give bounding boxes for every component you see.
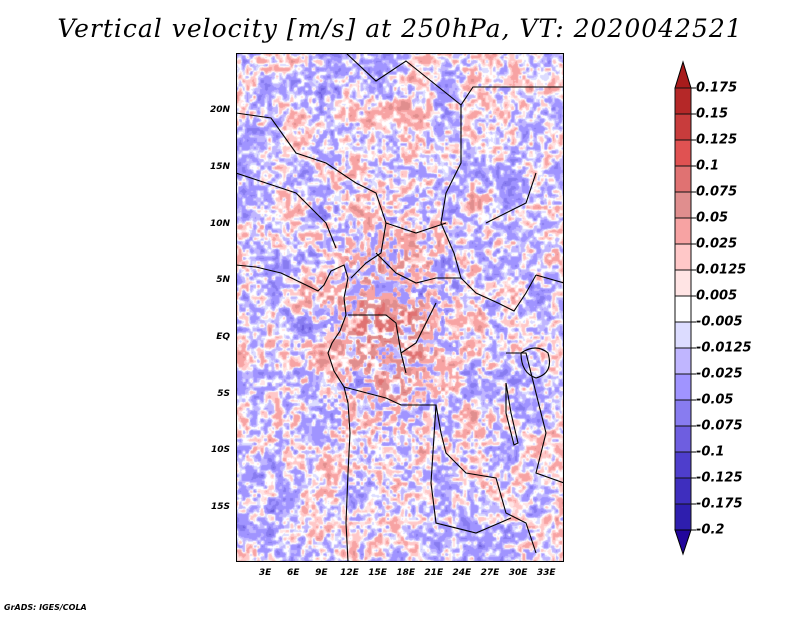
lake-victoria [520,347,551,379]
colorbar-label: 0.005 [696,288,738,304]
colorbar-label: -0.075 [696,418,743,434]
colorbar-label: -0.2 [696,522,725,538]
colorbar-label: -0.05 [696,392,734,408]
colorbar-label: 0.05 [696,210,729,226]
lat-tick-label: 5S [217,388,230,399]
colorbar-box [674,113,692,141]
colorbar-box [674,451,692,479]
grads-credit: GrADS: IGES/COLA [4,603,87,612]
colorbar-label: -0.1 [696,444,725,460]
lake-tanganyika [505,382,519,446]
colorbar-label: -0.125 [696,470,743,486]
colorbar-box [674,269,692,297]
lon-tick-label: 15E [368,568,387,578]
colorbar [674,60,696,556]
lon-tick-label: 3E [258,568,272,578]
colorbar-label: 0.125 [696,132,738,148]
colorbar-box [674,243,692,271]
colorbar-box [674,217,692,245]
colorbar-label: 0.15 [696,106,729,122]
colorbar-label: -0.025 [696,366,743,382]
lon-tick-label: 6E [287,568,300,578]
plot-title: Vertical velocity [m/s] at 250hPa, VT: 2… [57,14,743,43]
lon-tick-label: 33E [536,568,556,578]
lat-tick-label: 15S [210,502,230,513]
colorbar-box [674,503,692,531]
colorbar-label: 0.1 [696,158,720,174]
lon-tick-label: 12E [340,568,359,578]
lon-tick-label: 27E [480,568,500,578]
colorbar-box [674,399,692,427]
colorbar-box [674,373,692,401]
country-borders [236,53,564,562]
lat-tick-label: 5N [216,275,230,286]
colorbar-box [674,191,692,219]
coastline [236,264,351,562]
lon-tick-label: 21E [424,568,444,578]
lon-tick-label: 18E [396,568,415,578]
colorbar-box [674,165,692,193]
colorbar-bottom-arrow [674,529,692,556]
map-frame [236,53,564,562]
lat-tick-label: EQ [216,332,230,342]
lon-tick-label: 24E [452,568,472,578]
colorbar-box [674,321,692,349]
colorbar-top-arrow [674,60,692,89]
border-lines [236,53,564,554]
colorbar-label: -0.005 [696,314,743,330]
vertical-velocity-field [236,53,564,562]
lat-tick-label: 10S [210,445,230,456]
colorbar-box [674,477,692,505]
colorbar-label: 0.025 [696,236,738,252]
colorbar-label: 0.0125 [696,262,747,278]
lon-tick-label: 30E [508,568,528,578]
colorbar-label: 0.075 [696,184,738,200]
lat-tick-label: 10N [209,218,230,229]
colorbar-box [674,87,692,115]
map-panel [236,53,564,562]
colorbar-box [674,425,692,453]
lon-tick-label: 9E [315,568,328,578]
colorbar-box [674,347,692,375]
lat-tick-label: 20N [209,105,230,116]
colorbar-label: -0.175 [696,496,743,512]
colorbar-box [674,139,692,167]
colorbar-box [674,295,692,323]
lat-tick-label: 15N [209,161,230,172]
colorbar-label: 0.175 [696,80,738,96]
colorbar-label: -0.0125 [696,340,752,356]
